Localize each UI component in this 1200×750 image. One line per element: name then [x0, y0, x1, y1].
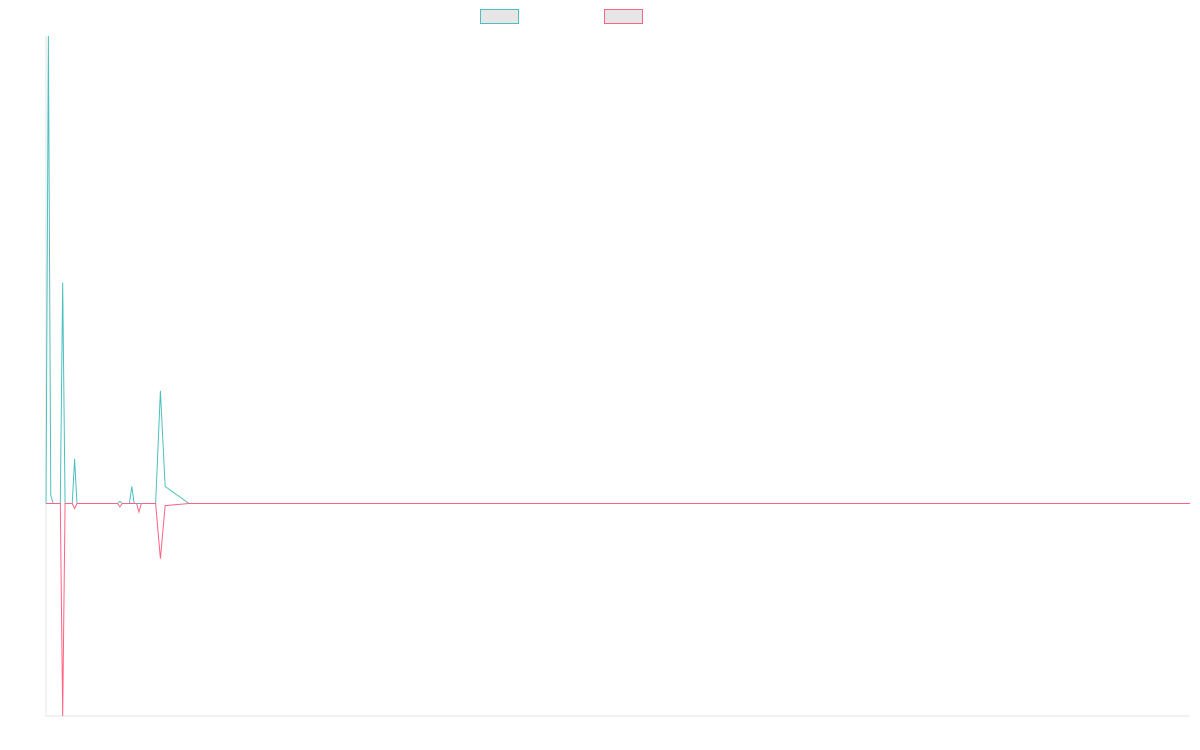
series-layer — [45, 35, 1190, 717]
legend-swatch-series-1[interactable] — [480, 9, 519, 24]
series-line-1[interactable] — [45, 35, 1190, 504]
chart-axes — [45, 36, 1190, 717]
legend-swatch-series-2[interactable] — [604, 9, 643, 24]
series-line-2[interactable] — [46, 503, 1190, 717]
